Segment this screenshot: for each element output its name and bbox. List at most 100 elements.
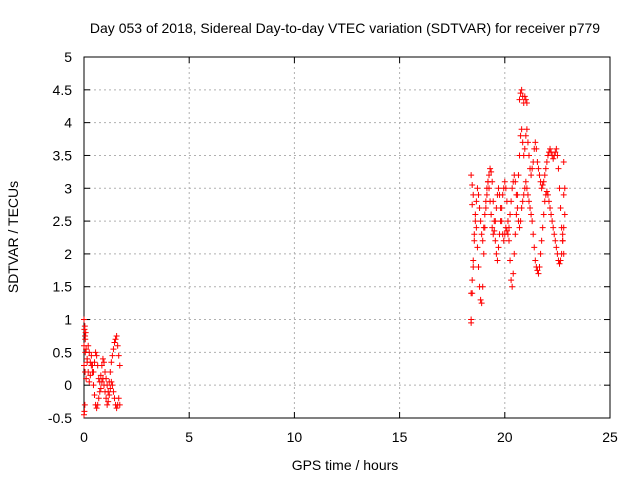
y-tick-label: -0.5 [48, 410, 72, 426]
data-point [519, 139, 526, 146]
data-point [560, 191, 567, 198]
data-point [91, 392, 98, 399]
data-point [86, 378, 93, 385]
y-tick-label: 5 [64, 49, 72, 65]
data-point [510, 270, 517, 277]
data-point [543, 188, 550, 195]
data-point [81, 362, 87, 369]
x-axis-label: GPS time / hours [292, 457, 399, 473]
data-point [93, 352, 100, 359]
data-point [511, 172, 518, 179]
data-point [100, 382, 107, 389]
data-point [99, 355, 106, 362]
data-point [560, 224, 567, 231]
data-point [506, 237, 513, 244]
data-points [81, 86, 568, 418]
data-point [95, 395, 102, 402]
data-point [487, 198, 494, 205]
data-point [470, 257, 477, 264]
data-point [507, 211, 514, 218]
data-point [106, 392, 113, 399]
y-tick-label: 3 [64, 180, 72, 196]
data-point [553, 145, 560, 152]
data-point [88, 362, 95, 369]
data-point [522, 132, 529, 139]
data-point [544, 191, 551, 198]
data-point [109, 382, 116, 389]
chart-title: Day 053 of 2018, Sidereal Day-to-day VTE… [90, 20, 600, 36]
data-point [479, 237, 486, 244]
data-point [116, 362, 123, 369]
data-point [504, 231, 511, 238]
data-point [504, 218, 511, 225]
data-point [503, 227, 510, 234]
data-point [100, 359, 107, 366]
data-point [534, 267, 541, 274]
data-point [105, 398, 112, 405]
data-point [473, 198, 480, 205]
data-point [537, 250, 544, 257]
data-point [97, 385, 104, 392]
data-point [493, 250, 500, 257]
data-point [486, 185, 493, 192]
data-point [102, 388, 109, 395]
data-point [552, 149, 559, 156]
data-point [519, 198, 526, 205]
data-point [107, 385, 114, 392]
data-point [476, 204, 483, 211]
data-point [81, 401, 88, 408]
y-tick-label: 1.5 [53, 279, 73, 295]
data-point [112, 336, 119, 343]
data-point [115, 395, 122, 402]
y-tick-label: 2 [64, 246, 72, 262]
data-point [84, 359, 91, 366]
data-point [548, 211, 555, 218]
data-point [540, 211, 547, 218]
data-point [518, 204, 525, 211]
y-tick-label: 4.5 [53, 82, 73, 98]
data-point [489, 224, 496, 231]
data-point [92, 349, 99, 356]
data-point [513, 191, 520, 198]
data-point [561, 185, 568, 192]
data-point [523, 185, 530, 192]
data-point [520, 152, 527, 159]
data-point [110, 388, 117, 395]
data-point [560, 159, 567, 166]
data-point [468, 290, 475, 297]
data-point [93, 405, 100, 412]
data-point [533, 145, 540, 152]
data-point [527, 204, 534, 211]
data-point [535, 270, 542, 277]
data-point [518, 86, 525, 93]
data-point [83, 346, 90, 353]
data-point [90, 382, 97, 389]
data-point [99, 375, 106, 382]
data-point [474, 244, 481, 251]
data-point [521, 145, 528, 152]
data-point [98, 362, 105, 369]
data-point [108, 359, 115, 366]
data-point [83, 375, 90, 382]
data-point [473, 224, 480, 231]
data-point [89, 369, 96, 376]
data-point [508, 198, 515, 205]
data-point [521, 93, 528, 100]
data-point [550, 155, 557, 162]
data-point [82, 349, 89, 356]
x-tick-label: 0 [80, 429, 88, 445]
y-tick-label: 0.5 [53, 344, 73, 360]
data-point [470, 191, 477, 198]
data-point [536, 172, 543, 179]
data-point [538, 185, 545, 192]
data-point [525, 198, 532, 205]
data-point [559, 237, 566, 244]
x-tick-label: 5 [185, 429, 193, 445]
data-point [470, 264, 477, 271]
x-axis-tick-labels: 0 5 10 15 20 25 [80, 429, 618, 445]
data-point [81, 316, 87, 323]
data-point [518, 126, 525, 133]
data-point [553, 244, 560, 251]
data-point [522, 96, 529, 103]
